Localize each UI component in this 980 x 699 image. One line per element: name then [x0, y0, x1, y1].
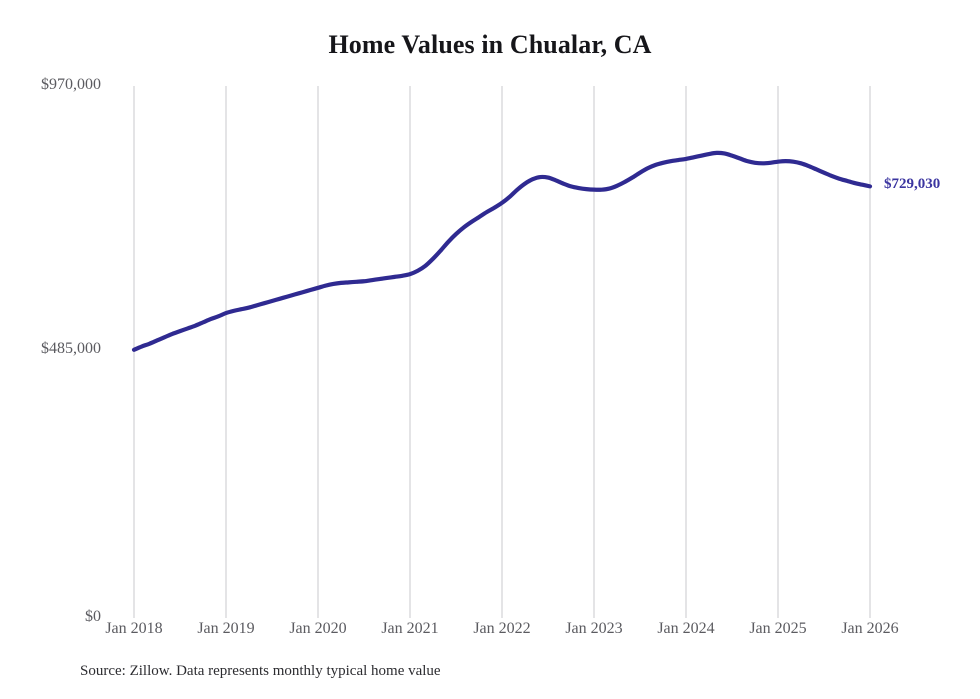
x-axis-tick-jan-2026: Jan 2026 [841, 620, 899, 637]
source-note: Source: Zillow. Data represents monthly … [80, 663, 441, 679]
x-axis-tick-jan-2021: Jan 2021 [381, 620, 439, 637]
gridline-group [133, 86, 871, 618]
chart-title: Home Values in Chualar, CA [328, 30, 652, 59]
end-value-annotation: $729,030 [884, 176, 941, 193]
x-axis-tick-jan-2023: Jan 2023 [565, 620, 623, 637]
x-axis-tick-jan-2018: Jan 2018 [105, 620, 163, 637]
y-axis-tick-middle: $485,000 [41, 340, 101, 357]
x-axis-tick-jan-2022: Jan 2022 [473, 620, 531, 637]
home-value-line [131, 150, 873, 352]
x-axis-tick-jan-2019: Jan 2019 [197, 620, 255, 637]
x-axis-tick-jan-2025: Jan 2025 [749, 620, 807, 637]
x-axis-tick-jan-2024: Jan 2024 [657, 620, 715, 637]
y-axis-tick-bottom: $0 [85, 608, 101, 625]
y-axis-tick-top: $970,000 [41, 76, 101, 93]
x-axis-tick-jan-2020: Jan 2020 [289, 620, 347, 637]
